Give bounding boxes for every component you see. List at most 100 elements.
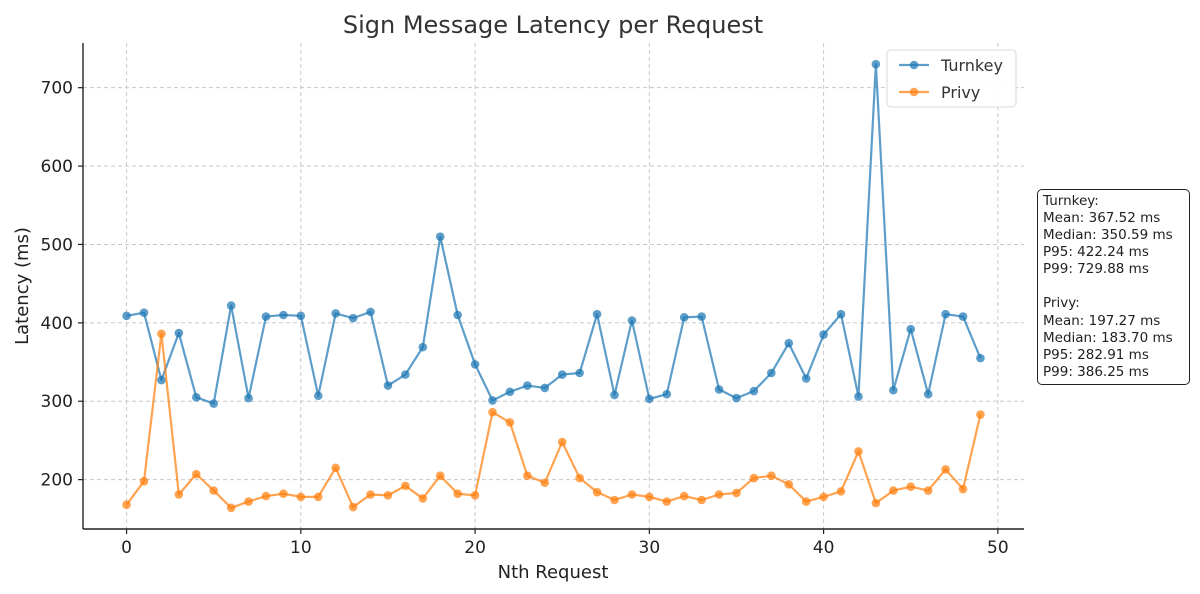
data-point-privy (139, 476, 149, 486)
stats-turnkey-mean: Mean: 367.52 ms (1043, 210, 1161, 227)
data-point-turnkey (296, 311, 306, 321)
data-point-privy (697, 495, 706, 505)
data-point-turnkey (470, 360, 480, 369)
data-point-turnkey (174, 328, 184, 338)
data-point-privy (784, 480, 794, 489)
data-point-privy (296, 492, 306, 502)
series-turnkey (122, 59, 985, 408)
data-point-privy (226, 503, 236, 513)
data-point-privy (366, 490, 375, 499)
data-point-privy (575, 473, 584, 483)
data-point-privy (261, 491, 271, 501)
data-point-privy (523, 471, 532, 480)
x-tick-label: 50 (987, 538, 1009, 558)
axes (78, 43, 1024, 534)
y-tick-label: 400 (41, 314, 73, 334)
legend-label-privy: Privy (941, 83, 980, 102)
data-point-turnkey (209, 399, 218, 408)
stats-spacer (1043, 278, 1184, 295)
stats-turnkey-median: Median: 350.59 ms (1043, 227, 1173, 244)
data-point-privy (401, 481, 410, 491)
data-point-privy (714, 490, 724, 499)
data-point-privy (854, 447, 863, 456)
data-point-privy (645, 492, 654, 502)
data-point-privy (836, 487, 846, 496)
data-point-turnkey (958, 312, 968, 321)
x-tick-label: 0 (121, 538, 132, 558)
data-point-privy (767, 471, 776, 480)
data-point-privy (889, 486, 898, 495)
data-point-privy (383, 490, 393, 500)
data-point-turnkey (784, 338, 794, 348)
data-point-privy (941, 465, 950, 474)
data-point-privy (313, 492, 323, 502)
data-point-turnkey (348, 313, 358, 323)
data-point-turnkey (313, 391, 323, 401)
data-point-privy (749, 473, 759, 483)
stats-turnkey-p95: P95: 422.24 ms (1043, 244, 1149, 261)
data-point-privy (662, 497, 672, 506)
data-point-turnkey (662, 389, 672, 399)
stats-privy-header: Privy: (1043, 295, 1080, 312)
legend-label-turnkey: Turnkey (940, 56, 1003, 75)
data-point-turnkey (540, 383, 550, 393)
data-point-turnkey (697, 312, 706, 321)
data-point-privy (627, 490, 637, 499)
data-point-turnkey (906, 324, 916, 334)
data-point-turnkey (871, 59, 881, 69)
data-point-turnkey (139, 308, 149, 317)
data-point-privy (331, 463, 340, 473)
data-point-turnkey (819, 330, 828, 339)
data-point-privy (801, 497, 811, 506)
data-point-turnkey (244, 393, 253, 403)
data-point-turnkey (226, 301, 236, 310)
data-point-turnkey (453, 310, 462, 320)
stats-privy-p95: P95: 282.91 ms (1043, 346, 1149, 363)
series-layer (122, 59, 985, 513)
tick-labels: 0 10 20 30 40 50 200 300 400 500 600 700 (41, 79, 1009, 558)
data-point-privy (157, 329, 166, 339)
data-point-turnkey (575, 368, 584, 378)
x-axis-label: Nth Request (498, 562, 609, 583)
y-axis-label: Latency (ms) (12, 227, 33, 345)
data-point-privy (348, 502, 358, 512)
data-point-turnkey (836, 309, 846, 319)
data-point-turnkey (435, 232, 445, 241)
data-point-turnkey (122, 311, 131, 321)
stats-privy-mean: Mean: 197.27 ms (1043, 312, 1161, 329)
data-point-turnkey (732, 393, 741, 403)
data-point-turnkey (854, 392, 863, 401)
data-point-privy (958, 484, 968, 494)
data-point-turnkey (645, 394, 654, 404)
data-point-turnkey (801, 374, 811, 383)
data-point-privy (122, 500, 131, 510)
y-tick-label: 700 (41, 79, 73, 99)
data-point-turnkey (767, 368, 776, 378)
data-point-privy (610, 495, 619, 505)
data-point-turnkey (610, 390, 619, 400)
x-tick-label: 10 (290, 538, 312, 558)
data-point-privy (819, 492, 828, 502)
x-tick-label: 30 (639, 538, 661, 558)
data-point-turnkey (488, 396, 497, 405)
data-point-privy (191, 469, 201, 479)
stats-turnkey-header: Turnkey: (1043, 193, 1099, 209)
data-point-turnkey (331, 309, 340, 318)
stats-box: Turnkey: Mean: 367.52 ms Median: 350.59 … (1037, 189, 1190, 385)
data-point-privy (279, 489, 288, 499)
legend: Turnkey Privy (886, 49, 1017, 108)
stats-privy-median: Median: 183.70 ms (1043, 329, 1173, 346)
data-point-turnkey (976, 353, 985, 363)
data-point-privy (244, 497, 253, 506)
y-tick-label: 200 (41, 471, 73, 491)
x-tick-label: 20 (464, 538, 486, 558)
stats-privy-p99: P99: 386.25 ms (1043, 363, 1149, 380)
data-point-privy (453, 489, 462, 499)
data-point-turnkey (714, 385, 724, 394)
y-tick-label: 500 (41, 235, 73, 255)
data-point-privy (174, 490, 184, 499)
data-point-privy (679, 491, 689, 501)
chart-title: Sign Message Latency per Request (343, 11, 763, 39)
stats-turnkey-p99: P99: 729.88 ms (1043, 261, 1149, 278)
